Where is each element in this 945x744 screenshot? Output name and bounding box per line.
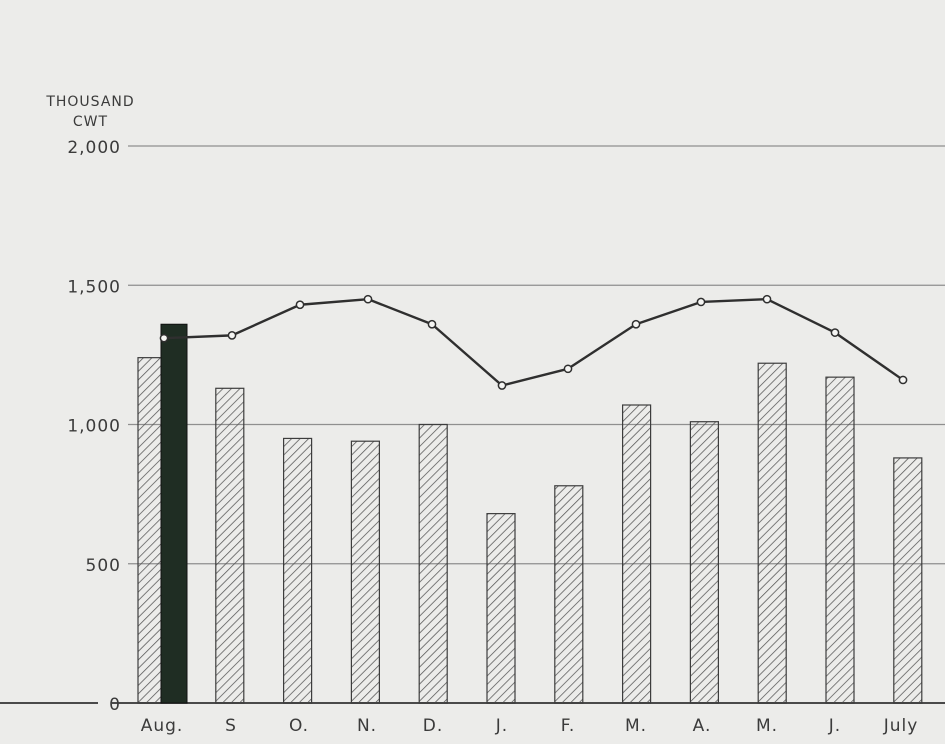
x-tick-label: M.: [625, 716, 647, 736]
line-point: [762, 294, 772, 304]
line-point: [898, 375, 908, 385]
y-tick-label: 500: [86, 556, 121, 576]
line-point: [295, 300, 305, 310]
hatched-bar: [825, 376, 855, 704]
x-tick-label: S: [225, 716, 237, 736]
x-tick-label: J.: [828, 716, 841, 736]
hatched-bar: [350, 440, 380, 704]
line-point: [563, 364, 573, 374]
x-tick-label: A.: [693, 716, 712, 736]
hatched-bar: [283, 437, 313, 704]
y-tick-label: 0: [109, 695, 121, 715]
y-tick-label: 1,500: [67, 277, 121, 297]
series-line: [162, 297, 905, 387]
y-tick-label: 1,000: [67, 417, 121, 437]
x-tick-label: J.: [495, 716, 508, 736]
line-point: [830, 328, 840, 337]
line-point: [427, 319, 437, 329]
hatched-bar: [893, 457, 923, 704]
x-tick-label: N.: [357, 716, 377, 736]
hatched-bar: [215, 387, 245, 704]
line-point: [227, 331, 237, 340]
y-axis-title: THOUSAND CWT: [28, 92, 153, 132]
line-point: [497, 381, 507, 390]
x-tick-label: July: [883, 716, 919, 736]
y-axis-title-line-2: CWT: [72, 114, 109, 130]
solid-bar-layer: [160, 323, 188, 704]
hatched-bar: [486, 513, 516, 704]
hatched-bar: [418, 423, 448, 704]
solid-bar: [160, 323, 188, 704]
line-point: [631, 319, 641, 329]
x-tick-label: F.: [561, 716, 575, 736]
line-point: [159, 333, 169, 343]
x-tick-label: O.: [289, 716, 309, 736]
y-tick-label: 2,000: [67, 138, 121, 158]
hatched-bar: [757, 362, 787, 704]
y-axis-title-line-1: THOUSAND: [46, 94, 135, 110]
line-point: [696, 297, 706, 307]
hatched-bar: [554, 485, 584, 704]
bar-layer: [137, 357, 923, 704]
line-layer: [159, 294, 908, 390]
axis-label-layer: 0 500 1,000 1,500 2,000 Aug. S O. N. D. J. F. M. A. M.…: [67, 138, 919, 736]
grid-layer: [0, 145, 945, 704]
hatched-bar: [621, 404, 652, 704]
line-point: [363, 294, 373, 304]
x-tick-label: Aug.: [141, 716, 184, 736]
x-tick-label: M.: [756, 716, 778, 736]
x-tick-label: D.: [423, 716, 444, 736]
hatched-bar: [689, 421, 720, 704]
